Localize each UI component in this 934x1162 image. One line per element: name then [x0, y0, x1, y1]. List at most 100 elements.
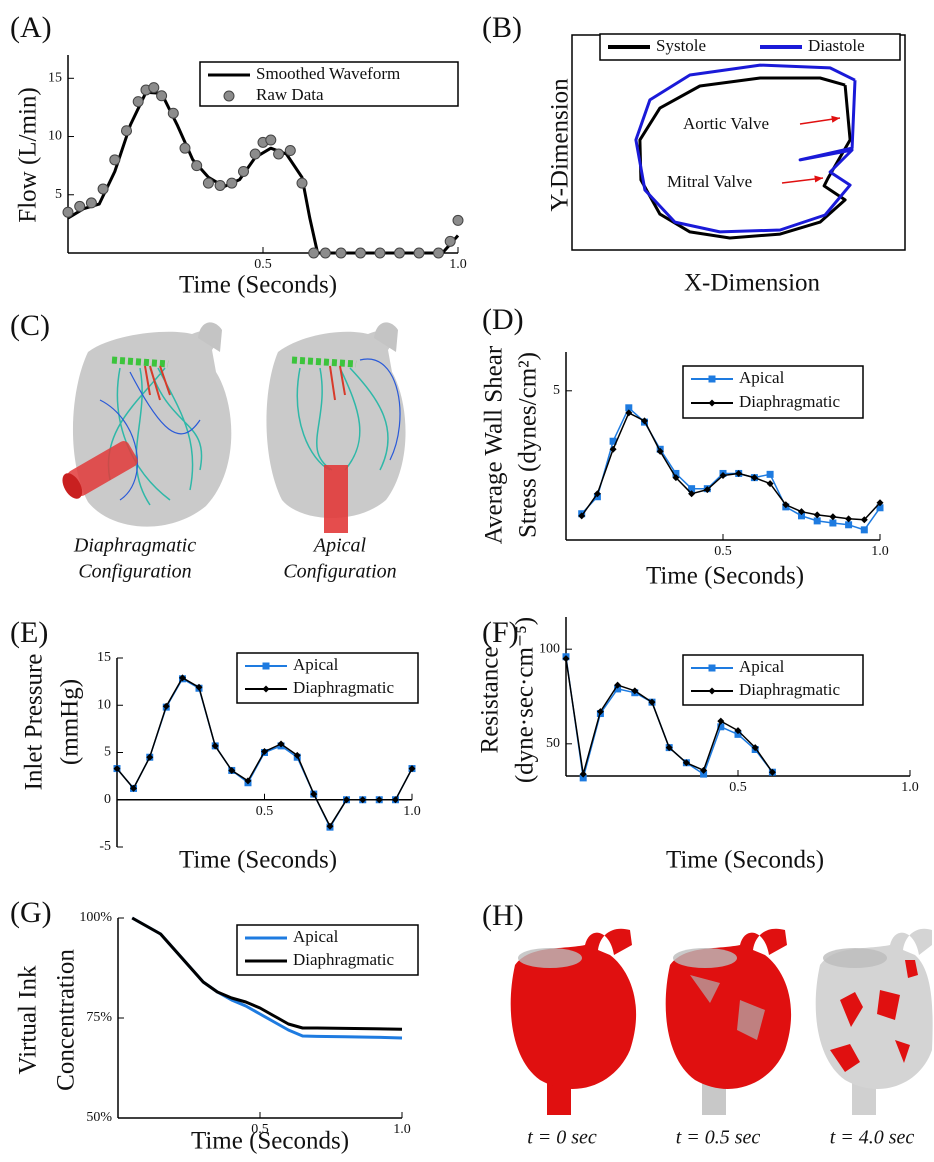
x-tick-label: 1.0	[393, 1122, 411, 1137]
marker	[226, 177, 238, 189]
panel-label: (F)	[482, 616, 519, 649]
legend-label: Raw Data	[256, 85, 324, 104]
marker	[829, 513, 837, 521]
y-tick-label: 10	[48, 129, 62, 144]
marker	[614, 685, 622, 693]
marker	[641, 417, 648, 425]
marker	[672, 474, 680, 482]
x-tick-label: 0.5	[254, 257, 272, 272]
marker	[228, 766, 236, 774]
y-axis-title: Concentration	[53, 949, 80, 1091]
panel-label: (H)	[482, 899, 524, 932]
y-tick-label: 100%	[79, 910, 112, 925]
y-axis-title: (mmHg)	[57, 679, 84, 765]
annotation-arrowhead	[831, 115, 840, 123]
marker	[579, 774, 587, 782]
marker	[860, 516, 868, 524]
legend-label: Smoothed Waveform	[256, 64, 400, 83]
marker	[717, 717, 725, 725]
marker	[648, 698, 656, 706]
marker	[876, 504, 884, 512]
marker	[578, 512, 586, 520]
marker	[688, 485, 696, 493]
legend-label: Diaphragmatic	[293, 950, 394, 969]
marker	[768, 768, 776, 776]
marker	[665, 744, 673, 752]
x-tick-label: 0.5	[729, 780, 747, 795]
y-axis-title: Flow (L/min)	[15, 87, 42, 222]
y-tick-label: 5	[553, 383, 560, 398]
marker	[719, 472, 727, 480]
y-axis-title: Average Wall Shear	[481, 345, 508, 544]
series-line	[67, 90, 460, 255]
caption: Apical	[312, 535, 367, 557]
x-tick-label: 1.0	[871, 544, 889, 559]
y-tick-label: 15	[48, 71, 62, 86]
ink-render	[665, 928, 792, 1115]
marker	[609, 445, 617, 453]
marker	[375, 796, 383, 804]
marker	[202, 177, 214, 189]
marker	[359, 796, 367, 804]
marker	[262, 662, 270, 670]
y-tick-label: -5	[99, 839, 111, 854]
series-line	[581, 407, 881, 531]
y-axis-title: Y-Dimension	[547, 78, 574, 212]
marker	[394, 247, 405, 259]
marker	[735, 469, 743, 477]
panel-label: (G)	[10, 896, 52, 929]
marker	[433, 247, 444, 259]
marker	[708, 375, 716, 383]
marker	[249, 148, 261, 160]
x-tick-label: 0.5	[256, 804, 274, 819]
y-axis-title: Inlet Pressure	[21, 654, 48, 791]
legend-label: Apical	[293, 655, 339, 674]
marker	[700, 766, 708, 774]
y-axis-title: Stress (dynes/cm²)	[515, 352, 542, 538]
y-tick-label: 5	[55, 187, 62, 202]
marker	[179, 142, 191, 154]
x-axis-title: Time (Seconds)	[179, 847, 337, 874]
marker	[277, 740, 285, 748]
panel-label: (A)	[10, 11, 52, 44]
heart-render	[266, 322, 406, 533]
marker	[121, 125, 132, 137]
panel-label: (B)	[482, 11, 522, 44]
caption: t = 0.5 sec	[676, 1127, 761, 1149]
legend-label: Systole	[656, 36, 706, 55]
marker	[688, 490, 696, 498]
y-tick-label: 10	[97, 697, 111, 712]
marker	[214, 179, 226, 191]
marker	[262, 685, 270, 693]
marker	[273, 148, 285, 160]
panel-label: (E)	[10, 616, 48, 649]
y-axis-title: (dyne·sec·cm⁻⁵)	[512, 617, 539, 783]
legend-box	[236, 652, 419, 704]
marker	[148, 82, 160, 94]
annotation: Aortic Valve	[683, 114, 769, 133]
x-tick-label: 1.0	[449, 257, 467, 272]
marker	[211, 742, 219, 750]
marker	[293, 751, 301, 759]
x-tick-label: 0.5	[251, 1122, 269, 1137]
marker	[284, 145, 296, 157]
marker	[782, 501, 790, 509]
marker	[766, 480, 774, 488]
y-tick-label: 100	[539, 641, 560, 656]
marker	[625, 409, 633, 417]
marker	[579, 770, 587, 778]
caption: Configuration	[78, 561, 191, 583]
caption: t = 4.0 sec	[830, 1127, 915, 1149]
annotation: Mitral Valve	[667, 172, 752, 191]
marker	[609, 437, 617, 445]
y-tick-label: 15	[97, 650, 111, 665]
marker	[167, 107, 179, 119]
marker	[308, 247, 320, 259]
marker	[766, 470, 774, 478]
marker	[113, 765, 121, 773]
heart-render	[62, 322, 232, 527]
x-axis-title: X-Dimension	[684, 270, 821, 297]
series-line	[634, 63, 857, 234]
marker	[562, 655, 570, 663]
